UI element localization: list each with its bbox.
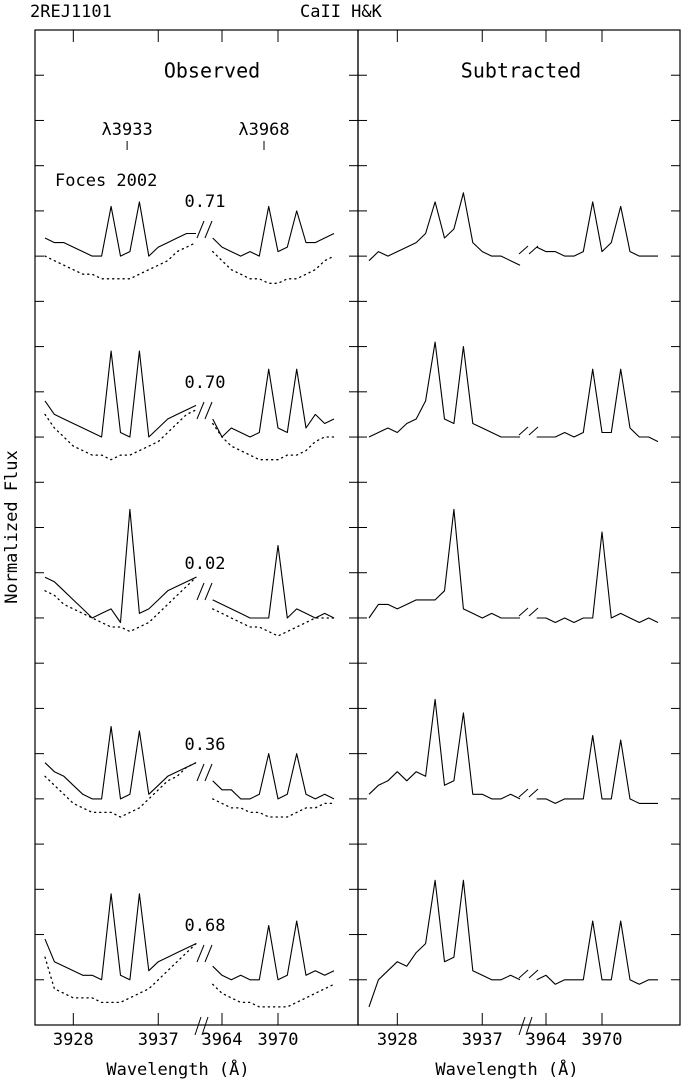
spectrum bbox=[44, 508, 197, 624]
spectrum bbox=[44, 725, 197, 800]
spectrum bbox=[212, 205, 335, 257]
spectrum bbox=[368, 508, 520, 619]
annotation: λ3933 bbox=[102, 120, 153, 140]
x-tick-label: 3928 bbox=[377, 1030, 418, 1050]
break-mark bbox=[196, 944, 205, 963]
break-mark bbox=[518, 245, 529, 255]
break-mark bbox=[528, 426, 539, 436]
spectrum bbox=[44, 350, 197, 438]
spectrum bbox=[44, 893, 197, 981]
template-spectrum bbox=[44, 241, 197, 280]
break-mark bbox=[204, 401, 213, 420]
break-mark bbox=[518, 969, 529, 979]
break-mark bbox=[196, 220, 205, 239]
spectrum bbox=[44, 201, 196, 257]
x-axis-label: Wavelength (Å) bbox=[106, 1058, 249, 1080]
panel-frame bbox=[357, 29, 681, 1026]
break-mark bbox=[196, 582, 205, 601]
template-spectrum bbox=[212, 422, 335, 461]
x-tick-label: 3928 bbox=[53, 1030, 94, 1050]
spectrum bbox=[536, 201, 658, 257]
spectrum bbox=[368, 341, 520, 438]
spectrum bbox=[536, 734, 658, 804]
spectrum bbox=[368, 192, 521, 266]
break-mark bbox=[528, 788, 539, 798]
template-spectrum bbox=[44, 762, 197, 818]
break-mark bbox=[204, 763, 213, 782]
template-spectrum bbox=[212, 608, 335, 637]
spectrum bbox=[212, 368, 335, 438]
break-mark bbox=[204, 944, 213, 963]
phase-label: 0.71 bbox=[185, 192, 226, 212]
spectrum bbox=[536, 368, 659, 443]
x-tick-label: 3970 bbox=[258, 1030, 299, 1050]
phase-label: 0.02 bbox=[185, 554, 226, 574]
spectrum bbox=[212, 920, 335, 981]
chart-title: 2REJ1101 bbox=[30, 2, 112, 22]
break-mark bbox=[204, 220, 213, 239]
chart-subtitle: CaII H&K bbox=[300, 2, 383, 22]
x-tick-label: 3964 bbox=[526, 1030, 567, 1050]
break-mark bbox=[528, 245, 539, 255]
break-mark bbox=[204, 582, 213, 601]
x-tick-label: 3937 bbox=[462, 1030, 503, 1050]
template-spectrum bbox=[212, 983, 335, 1008]
note: Foces 2002 bbox=[55, 171, 157, 191]
break-mark bbox=[518, 607, 529, 617]
break-mark bbox=[518, 788, 529, 798]
break-mark bbox=[196, 401, 205, 420]
panel-title: Subtracted bbox=[461, 59, 581, 83]
x-axis-label: Wavelength (Å) bbox=[435, 1058, 578, 1080]
break-mark bbox=[528, 969, 539, 979]
axis-break bbox=[194, 1016, 533, 1036]
break-mark bbox=[518, 426, 529, 436]
phase-label: 0.68 bbox=[185, 916, 226, 936]
template-spectrum bbox=[212, 798, 335, 818]
phase-label: 0.70 bbox=[185, 373, 226, 393]
template-spectrum bbox=[44, 576, 197, 633]
break-mark bbox=[196, 763, 205, 782]
x-tick-label: 3964 bbox=[202, 1030, 243, 1050]
panel-title: Observed bbox=[164, 59, 260, 83]
y-axis-label: Normalized Flux bbox=[2, 450, 22, 604]
template-spectrum bbox=[44, 409, 197, 461]
x-tick-label: 3970 bbox=[582, 1030, 623, 1050]
spectrum bbox=[368, 879, 521, 1008]
template-spectrum bbox=[212, 250, 335, 284]
spectrum bbox=[368, 698, 521, 800]
phase-label: 0.36 bbox=[185, 735, 226, 755]
x-tick-label: 3937 bbox=[138, 1030, 179, 1050]
break-mark bbox=[528, 607, 539, 617]
spectrum bbox=[536, 531, 659, 624]
spectrum bbox=[212, 753, 335, 800]
spectrum bbox=[212, 545, 335, 619]
annotation: λ3968 bbox=[238, 120, 289, 140]
spectrum bbox=[536, 920, 658, 985]
